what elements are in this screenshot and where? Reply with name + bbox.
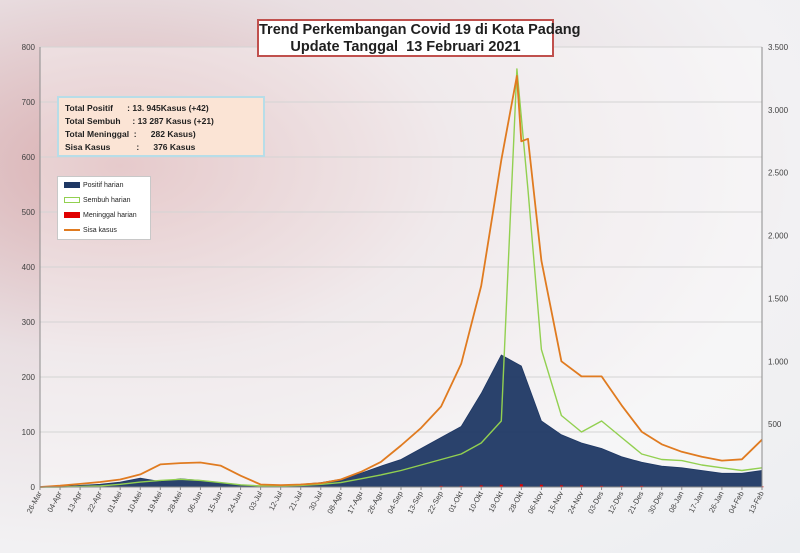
x-tick-label: 13-Sep	[406, 490, 425, 516]
x-tick-label: 06-Jun	[185, 490, 204, 514]
x-tick-label: 19-Mei	[145, 489, 164, 514]
x-tick-label: 30-Des	[646, 490, 665, 516]
x-tick-label: 03-Jul	[247, 489, 265, 512]
bar-meninggal-harian	[459, 485, 463, 487]
legend-label-meninggal: Meninggal harian	[83, 212, 137, 219]
y-right-tick-label: 2.000	[768, 232, 789, 241]
x-tick-label: 08-Agu	[325, 490, 344, 516]
x-tick-label: 17-Agu	[345, 490, 364, 516]
bar-meninggal-harian	[580, 485, 583, 487]
x-tick-label: 15-Nov	[546, 490, 565, 516]
x-tick-label: 04-Sep	[385, 490, 404, 516]
bar-meninggal-harian	[479, 485, 483, 487]
series-sembuh-harian	[40, 68, 763, 488]
x-tick-label: 13-Feb	[747, 490, 766, 515]
x-tick-label: 04-Apr	[45, 489, 64, 514]
y-right-tick-label: 3.000	[768, 106, 789, 115]
y-right-tick-label: 1.000	[768, 357, 789, 366]
x-tick-label: 21-Jul	[287, 489, 305, 512]
summary-total-sembuh: Total Sembuh : 13 287 Kasus (+21)	[65, 116, 214, 126]
x-tick-label: 10-Mei	[125, 489, 144, 514]
x-tick-label: 04-Feb	[727, 490, 746, 515]
x-tick-label: 08-Jan	[667, 490, 686, 514]
x-tick-label: 12-Des	[606, 490, 625, 516]
x-tick-label: 17-Jan	[687, 490, 706, 514]
summary-total-meninggal: Total Meninggal : 282 Kasus)	[65, 129, 196, 139]
bar-meninggal-harian	[620, 485, 624, 487]
summary-sisa-kasus: Sisa Kasus : 376 Kasus	[65, 142, 196, 152]
y-left-tick-label: 100	[22, 428, 36, 437]
bar-meninggal-harian	[519, 484, 523, 487]
y-left-tick-label: 200	[22, 373, 36, 382]
x-tick-label: 13-Apr	[65, 489, 84, 514]
chart-legend: Positif harian Sembuh harian Meninggal h…	[57, 176, 151, 240]
y-left-tick-label: 700	[22, 98, 36, 107]
y-right-tick-label: 3.500	[768, 43, 789, 52]
x-tick-label: 10-Okt	[466, 489, 485, 514]
legend-label-sembuh: Sembuh harian	[83, 197, 131, 204]
x-tick-label: 30-Jul	[307, 489, 325, 512]
x-tick-label: 28-Mei	[165, 489, 184, 514]
y-left-tick-label: 500	[22, 208, 36, 217]
legend-label-positif: Positif harian	[83, 182, 124, 189]
bar-meninggal-harian	[559, 485, 563, 487]
x-tick-label: 01-Okt	[446, 489, 465, 514]
x-tick-label: 22-Apr	[85, 489, 104, 514]
bar-meninggal-harian	[439, 485, 443, 487]
legend-swatch-meninggal	[64, 212, 80, 219]
y-right-tick-label: 1.500	[768, 294, 789, 303]
bar-meninggal-harian	[640, 485, 644, 487]
chart-title: Trend Perkembangan Covid 19 di Kota Pada…	[259, 22, 581, 38]
legend-item-sembuh: Sembuh harian	[64, 196, 130, 206]
x-tick-label: 12-Jul	[267, 489, 285, 512]
y-left-tick-label: 800	[22, 43, 36, 52]
chart-subtitle: Update Tanggal 13 Februari 2021	[290, 39, 521, 55]
bar-meninggal-harian	[539, 484, 543, 487]
legend-swatch-sisa	[64, 229, 80, 232]
x-tick-label: 26-Jan	[707, 490, 726, 514]
y-left-tick-label: 0	[31, 483, 36, 492]
y-left-tick-label: 400	[22, 263, 36, 272]
x-tick-label: 24-Jun	[226, 490, 245, 514]
x-tick-label: 01-Mei	[105, 489, 124, 514]
legend-item-meninggal: Meninggal harian	[64, 211, 137, 221]
x-tick-label: 03-Des	[586, 490, 605, 516]
x-tick-label: 22-Sep	[426, 490, 445, 516]
plot-area	[39, 68, 764, 488]
y-left-tick-label: 300	[22, 318, 36, 327]
x-tick-label: 26-Agu	[365, 490, 384, 516]
x-tick-label: 15-Jun	[206, 490, 225, 514]
chart-title-box: Trend Perkembangan Covid 19 di Kota Pada…	[257, 19, 581, 57]
x-tick-label: 21-Des	[626, 490, 645, 516]
x-tick-label: 24-Nov	[566, 490, 585, 516]
x-tick-label: 19-Okt	[487, 489, 506, 514]
legend-swatch-sembuh	[64, 197, 80, 204]
legend-label-sisa: Sisa kasus	[83, 227, 117, 234]
x-tick-label: 06-Nov	[526, 490, 545, 516]
summary-total-positif: Total Positif : 13. 945Kasus (+42)	[65, 103, 209, 113]
legend-item-positif: Positif harian	[64, 181, 123, 191]
x-tick-label: 26-Mar	[25, 489, 44, 515]
x-tick-label: 28-Okt	[507, 489, 526, 514]
legend-swatch-positif	[64, 182, 80, 189]
legend-item-sisa: Sisa kasus	[64, 226, 117, 236]
bar-meninggal-harian	[499, 484, 503, 487]
y-right-tick-label: 500	[768, 420, 782, 429]
y-left-tick-label: 600	[22, 153, 36, 162]
series-sisa-kasus	[39, 75, 763, 488]
summary-box: Total Positif : 13. 945Kasus (+42) Total…	[57, 96, 265, 157]
y-right-tick-label: 2.500	[768, 169, 789, 178]
bar-meninggal-harian	[600, 485, 604, 487]
